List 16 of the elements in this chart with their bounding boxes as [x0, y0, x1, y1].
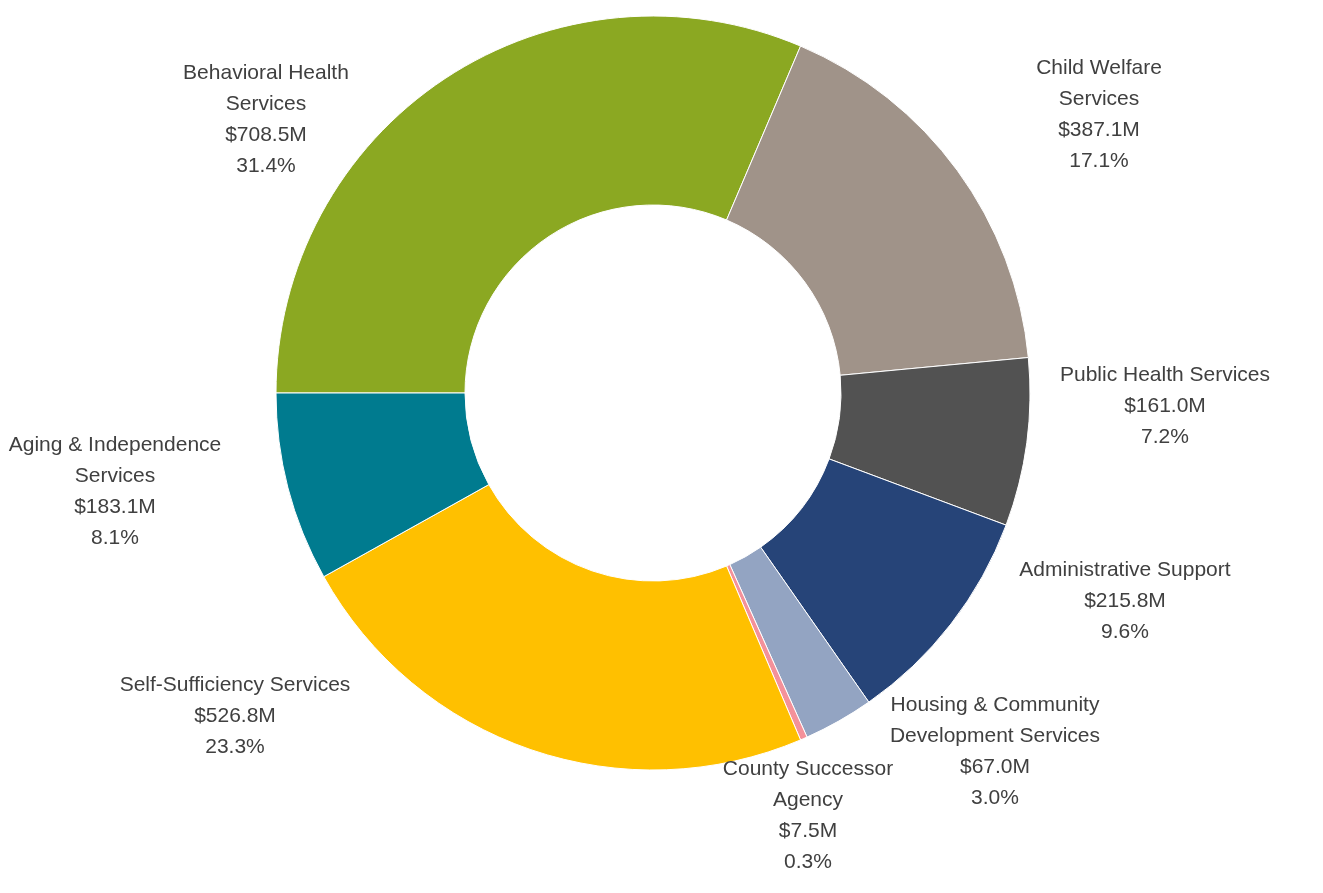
- slice-label: Self-Sufficiency Services: [119, 672, 351, 696]
- slice-label: Child Welfare Services: [1036, 54, 1162, 109]
- slice-label: County Successor Agency: [722, 755, 894, 810]
- data-label: $67.0M 3.0%: [959, 753, 1031, 808]
- data-label: $387.1M 17.1%: [1058, 116, 1140, 171]
- data-label: $183.1M 8.1%: [74, 493, 156, 548]
- slice-label: Aging & Independence Services: [8, 431, 222, 486]
- data-label: $708.5M 31.4%: [225, 121, 307, 176]
- slice-label: Housing & Community Development Services: [889, 691, 1101, 746]
- data-label: $526.8M 23.3%: [194, 703, 276, 758]
- slice-label: Behavioral Health Services: [183, 59, 349, 114]
- slice-label: Administrative Support: [1019, 557, 1231, 581]
- slice-label: Public Health Services: [1059, 362, 1271, 386]
- data-label: $215.8M 9.6%: [1084, 588, 1166, 643]
- data-label: $161.0M 7.2%: [1124, 393, 1206, 448]
- data-label: $7.5M 0.3%: [778, 817, 838, 872]
